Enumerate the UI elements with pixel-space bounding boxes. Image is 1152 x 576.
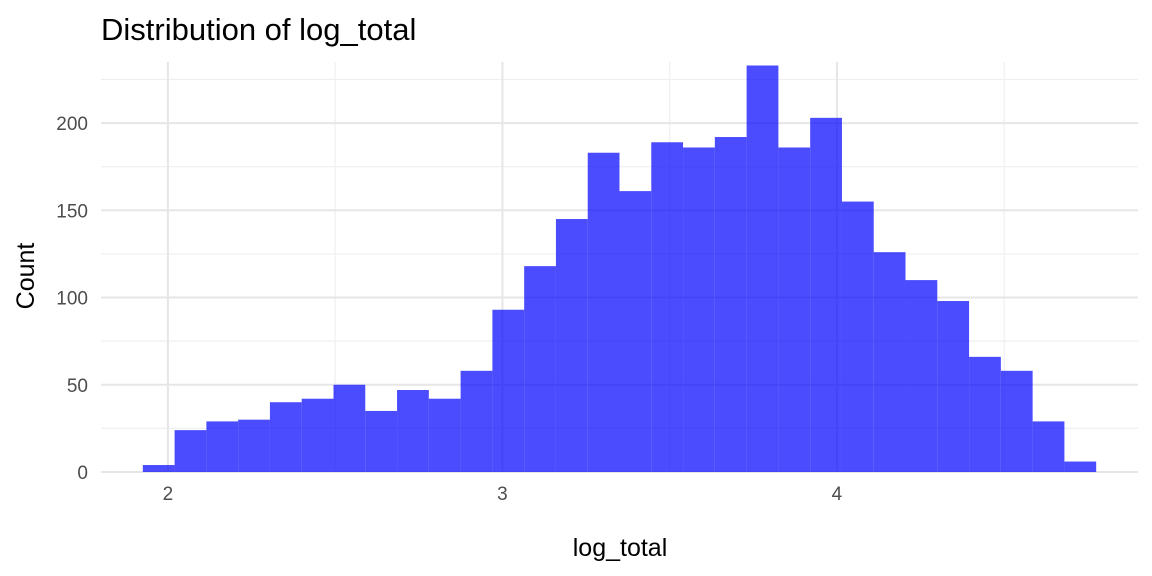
histogram-bar (142, 465, 175, 472)
x-tick-label: 2 (163, 484, 174, 505)
histogram-bar (937, 301, 970, 472)
histogram-bar (460, 370, 493, 472)
histogram-bar (301, 398, 334, 472)
histogram-bar (778, 147, 811, 472)
y-axis-ticks: 0 50 100 150 200 (56, 114, 88, 484)
histogram-bar (333, 384, 366, 472)
x-axis-title: log_total (573, 534, 668, 562)
histogram-bar (746, 65, 779, 472)
histogram-bar (587, 152, 620, 473)
y-tick-label: 50 (67, 376, 88, 397)
x-axis-ticks: 2 3 4 (163, 484, 843, 505)
histogram-bar (1064, 461, 1097, 472)
histogram-bar (905, 280, 938, 472)
histogram-bar (492, 309, 525, 472)
y-tick-label: 150 (56, 201, 88, 222)
histogram-bar (555, 219, 588, 472)
chart-title: Distribution of log_total (101, 12, 416, 47)
histogram-bar (1000, 370, 1033, 472)
histogram-bar (269, 402, 302, 472)
histogram-bar (397, 390, 429, 472)
histogram-bar (238, 419, 270, 472)
histogram-bar (365, 410, 398, 472)
histogram-bar (810, 117, 842, 473)
y-tick-label: 200 (56, 114, 88, 135)
histogram-bar (428, 398, 461, 472)
histogram-bar (969, 356, 1001, 472)
histogram-bar (524, 266, 556, 472)
histogram-bar (651, 142, 684, 473)
histogram-bar (174, 430, 207, 472)
histogram-bar (683, 147, 715, 472)
y-tick-label: 0 (77, 463, 88, 484)
x-tick-label: 3 (497, 484, 508, 505)
histogram-bar (714, 137, 747, 472)
histogram-bar (873, 252, 906, 472)
x-tick-label: 4 (832, 484, 843, 505)
y-tick-label: 100 (56, 289, 88, 310)
bars (142, 65, 1097, 473)
histogram-bar (841, 201, 874, 472)
y-axis-title: Count (12, 243, 40, 310)
histogram-bar (206, 421, 239, 472)
histogram-bar (1032, 421, 1065, 472)
histogram-bar (619, 191, 652, 472)
